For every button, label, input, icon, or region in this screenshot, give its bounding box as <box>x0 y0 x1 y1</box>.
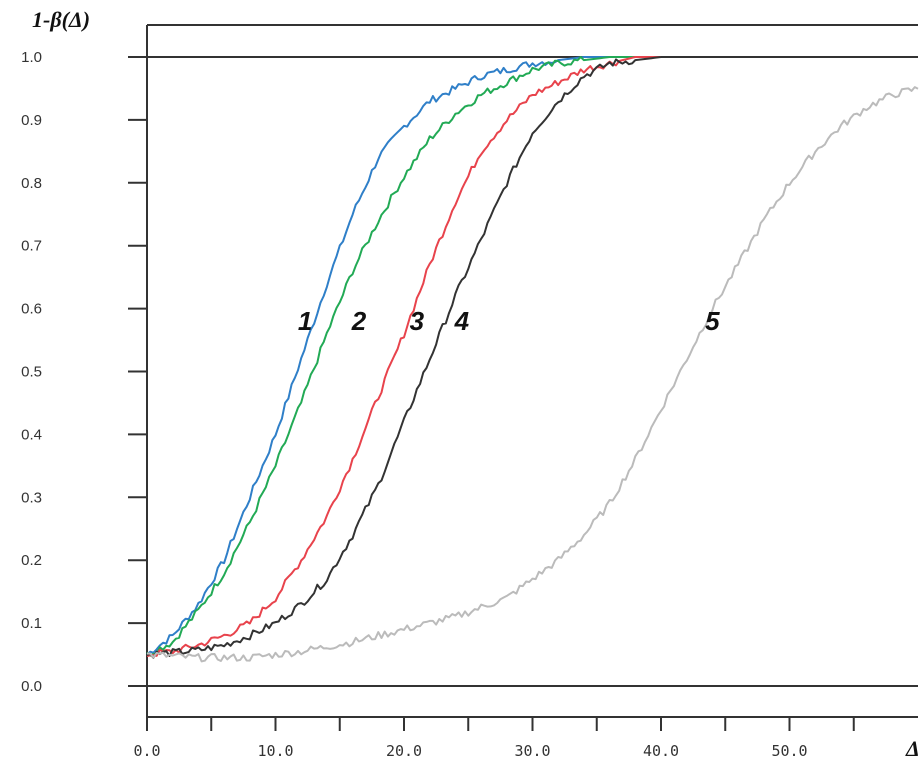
series-lines <box>146 56 919 663</box>
series-label-1: 1 <box>298 306 312 336</box>
series-label-4: 4 <box>454 306 470 336</box>
chart-axes: 0.0 0.1 0.2 0.3 0.4 0.5 0.6 0.7 0.8 0.9 1.0 0.0 10.0… <box>21 24 918 760</box>
series-line-4 <box>146 56 662 659</box>
series-line-5 <box>146 86 919 663</box>
y-tick-label: 0.5 <box>21 364 42 381</box>
x-tick-label: 50.0 <box>771 742 807 760</box>
y-tick-label: 0.3 <box>21 489 42 506</box>
series-label-3: 3 <box>410 306 425 336</box>
series-label-5: 5 <box>705 306 720 336</box>
y-tick-label: 1.0 <box>21 49 42 66</box>
x-tick-label: 10.0 <box>257 742 293 760</box>
series-line-3 <box>146 56 661 658</box>
y-tick-label: 0.1 <box>21 615 42 632</box>
y-tick-label: 0.2 <box>21 552 42 569</box>
series-line-1 <box>146 56 661 656</box>
x-axis-title: Δ <box>905 736 920 761</box>
y-tick-label: 0.6 <box>21 301 42 318</box>
y-tick-label: 0.7 <box>21 238 42 255</box>
x-tick-label: 30.0 <box>514 742 550 760</box>
y-tick-label: 0.4 <box>21 426 42 443</box>
y-tick-label: 0.8 <box>21 175 42 192</box>
x-tick-label: 0.0 <box>133 742 160 760</box>
x-tick-label: 40.0 <box>643 742 679 760</box>
series-line-2 <box>146 56 661 657</box>
y-tick-label: 0.9 <box>21 112 42 129</box>
x-tick-label: 20.0 <box>386 742 422 760</box>
y-tick-label: 0.0 <box>21 678 42 695</box>
y-axis-title: 1-β(Δ) <box>32 7 90 32</box>
series-label-2: 2 <box>351 306 367 336</box>
